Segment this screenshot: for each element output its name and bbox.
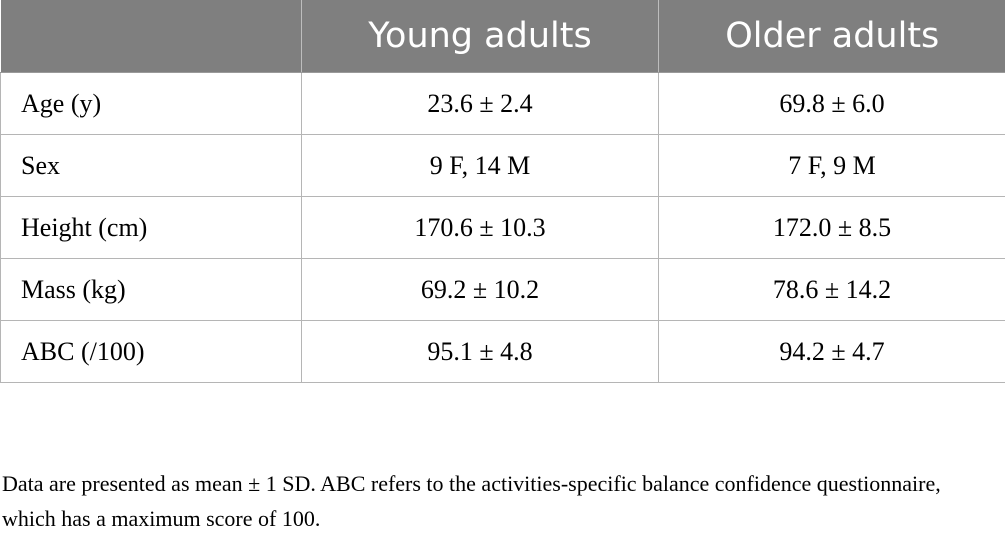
young-adults-value: 69.2 ± 10.2: [302, 259, 659, 321]
header-cell-young-adults: Young adults: [302, 0, 659, 73]
young-adults-value: 23.6 ± 2.4: [302, 73, 659, 135]
row-label: ABC (/100): [1, 321, 302, 383]
table-header: Young adults Older adults: [1, 0, 1005, 73]
older-adults-value: 78.6 ± 14.2: [659, 259, 1005, 321]
table-row: Mass (kg) 69.2 ± 10.2 78.6 ± 14.2: [1, 259, 1005, 321]
table-row: ABC (/100) 95.1 ± 4.8 94.2 ± 4.7: [1, 321, 1005, 383]
table-body: Age (y) 23.6 ± 2.4 69.8 ± 6.0 Sex 9 F, 1…: [1, 73, 1005, 383]
row-label: Age (y): [1, 73, 302, 135]
table-row: Age (y) 23.6 ± 2.4 69.8 ± 6.0: [1, 73, 1005, 135]
young-adults-value: 170.6 ± 10.3: [302, 197, 659, 259]
young-adults-value: 95.1 ± 4.8: [302, 321, 659, 383]
table-row: Sex 9 F, 14 M 7 F, 9 M: [1, 135, 1005, 197]
older-adults-value: 69.8 ± 6.0: [659, 73, 1005, 135]
older-adults-value: 172.0 ± 8.5: [659, 197, 1005, 259]
table-footnote: Data are presented as mean ± 1 SD. ABC r…: [2, 466, 992, 536]
older-adults-value: 94.2 ± 4.7: [659, 321, 1005, 383]
table-row: Height (cm) 170.6 ± 10.3 172.0 ± 8.5: [1, 197, 1005, 259]
row-label: Height (cm): [1, 197, 302, 259]
header-cell-empty: [1, 0, 302, 73]
data-table-container: Young adults Older adults Age (y) 23.6 ±…: [0, 0, 1005, 383]
participant-characteristics-table: Young adults Older adults Age (y) 23.6 ±…: [0, 0, 1005, 383]
row-label: Mass (kg): [1, 259, 302, 321]
young-adults-value: 9 F, 14 M: [302, 135, 659, 197]
older-adults-value: 7 F, 9 M: [659, 135, 1005, 197]
header-row: Young adults Older adults: [1, 0, 1005, 73]
row-label: Sex: [1, 135, 302, 197]
header-cell-older-adults: Older adults: [659, 0, 1005, 73]
